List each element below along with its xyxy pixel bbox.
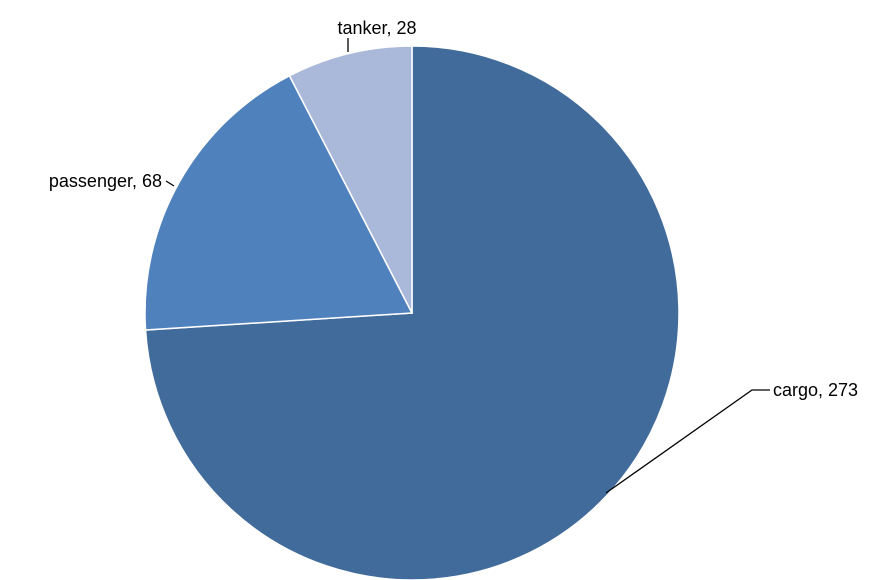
data-label-passenger: passenger, 68 — [49, 171, 162, 191]
data-labels: cargo, 273 passenger, 68 tanker, 28 — [49, 18, 858, 400]
pie-slice-passenger — [144, 74, 414, 331]
data-label-cargo: cargo, 273 — [773, 380, 858, 400]
leader-lines — [165, 38, 770, 494]
leader-line-passenger — [165, 180, 175, 187]
pie-slices — [144, 45, 680, 580]
leader-line-cargo — [605, 389, 770, 494]
pie-slice-tanker — [288, 45, 413, 314]
data-label-tanker: tanker, 28 — [337, 18, 416, 38]
